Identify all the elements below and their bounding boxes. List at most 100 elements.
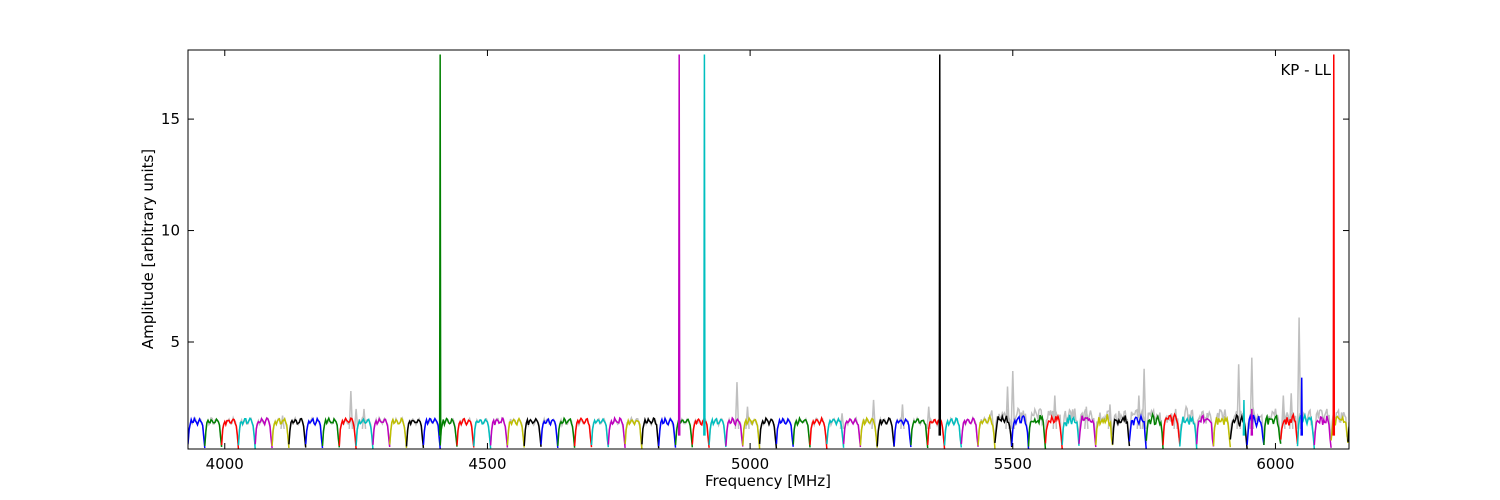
band-trace xyxy=(456,417,475,448)
background-spike xyxy=(1296,317,1302,429)
band-trace xyxy=(960,417,979,447)
band-trace xyxy=(1212,415,1232,448)
band-trace xyxy=(1279,412,1299,444)
band-trace xyxy=(254,417,273,449)
spike-line xyxy=(1242,399,1246,436)
band-trace xyxy=(304,416,324,449)
band-trace xyxy=(624,417,643,449)
x-tick-label: 5000 xyxy=(731,455,769,473)
band-trace xyxy=(977,413,996,449)
band-trace xyxy=(557,416,576,448)
y-tick-label: 15 xyxy=(161,110,180,128)
band-trace xyxy=(220,418,240,449)
band-trace xyxy=(708,416,727,448)
background-spike xyxy=(1249,357,1255,429)
band-trace xyxy=(607,415,626,448)
band-trace xyxy=(725,416,744,447)
spike-line xyxy=(1332,54,1336,436)
x-tick-label: 4000 xyxy=(206,455,244,473)
x-axis-label: Frequency [MHz] xyxy=(705,472,831,490)
chart-annotation: KP - LL xyxy=(1280,61,1331,79)
band-trace xyxy=(1111,415,1131,447)
background-spike xyxy=(348,391,354,429)
band-trace xyxy=(271,416,290,448)
band-trace xyxy=(826,416,845,448)
band-trace xyxy=(1263,413,1282,446)
band-trace xyxy=(422,416,441,449)
y-tick-label: 5 xyxy=(170,333,180,351)
band-trace xyxy=(405,418,425,448)
band-trace xyxy=(1027,414,1047,449)
band-trace xyxy=(994,413,1013,448)
band-trace xyxy=(1010,414,1030,449)
band-trace xyxy=(657,416,677,448)
band-trace xyxy=(926,418,946,449)
y-tick-label: 10 xyxy=(161,222,180,240)
y-axis-ticks: 5 10 15 xyxy=(161,110,1349,351)
band-trace xyxy=(1145,411,1164,449)
band-trace xyxy=(237,416,256,449)
background-trace xyxy=(188,317,1349,447)
band-trace xyxy=(910,418,929,449)
band-trace xyxy=(876,416,895,447)
band-trace xyxy=(1061,414,1080,446)
band-trace xyxy=(321,416,341,448)
x-tick-label: 6000 xyxy=(1256,455,1294,473)
band-trace xyxy=(1162,412,1181,446)
spike-line xyxy=(677,54,681,436)
band-trace xyxy=(540,417,559,448)
y-axis-label: Amplitude [arbitrary units] xyxy=(139,149,157,349)
spike-traces xyxy=(438,54,1336,436)
band-trace xyxy=(1195,414,1215,447)
band-trace xyxy=(1296,412,1316,449)
background-spike xyxy=(353,408,359,429)
spike-line xyxy=(1250,408,1254,436)
band-trace xyxy=(943,417,963,448)
band-trace xyxy=(388,416,408,449)
background-spike xyxy=(280,415,285,430)
band-trace xyxy=(1078,415,1097,448)
band-trace xyxy=(573,416,593,448)
band-trace xyxy=(489,416,509,448)
band-trace xyxy=(1246,413,1265,446)
band-trace xyxy=(204,417,223,447)
band-trace xyxy=(859,416,878,448)
band-trace xyxy=(809,415,828,449)
band-trace xyxy=(473,418,492,449)
background-spike xyxy=(1010,370,1016,429)
band-trace xyxy=(1128,413,1147,449)
band-trace xyxy=(523,416,542,447)
band-trace xyxy=(842,417,862,448)
band-trace xyxy=(691,418,710,448)
band-trace xyxy=(758,416,778,449)
background-spike xyxy=(734,382,740,429)
band-trace xyxy=(506,417,525,448)
band-trace xyxy=(641,416,660,449)
band-trace xyxy=(1044,413,1063,449)
band-trace xyxy=(1095,414,1114,446)
x-tick-label: 5500 xyxy=(994,455,1032,473)
background-spike xyxy=(1052,395,1058,429)
band-trace xyxy=(792,415,811,448)
band-trace xyxy=(590,417,610,448)
spike-line xyxy=(1300,377,1303,436)
spike-line xyxy=(703,54,706,436)
x-axis-ticks: 4000 4500 5000 5500 6000 xyxy=(206,50,1295,473)
band-trace xyxy=(188,416,206,449)
band-trace xyxy=(439,417,458,447)
band-trace xyxy=(338,416,357,449)
band-trace xyxy=(742,416,761,449)
band-trace xyxy=(372,416,391,448)
band-trace xyxy=(1179,414,1198,449)
band-trace xyxy=(775,416,794,447)
spike-line xyxy=(938,54,942,436)
background-spike xyxy=(1084,406,1089,429)
band-trace xyxy=(288,417,307,448)
band-trace xyxy=(893,417,912,448)
band-traces xyxy=(188,411,1349,449)
background-spike xyxy=(1005,386,1010,429)
band-trace xyxy=(1347,422,1349,442)
band-trace xyxy=(355,417,374,449)
background-spike xyxy=(1236,364,1242,429)
background-spike xyxy=(1141,368,1147,429)
